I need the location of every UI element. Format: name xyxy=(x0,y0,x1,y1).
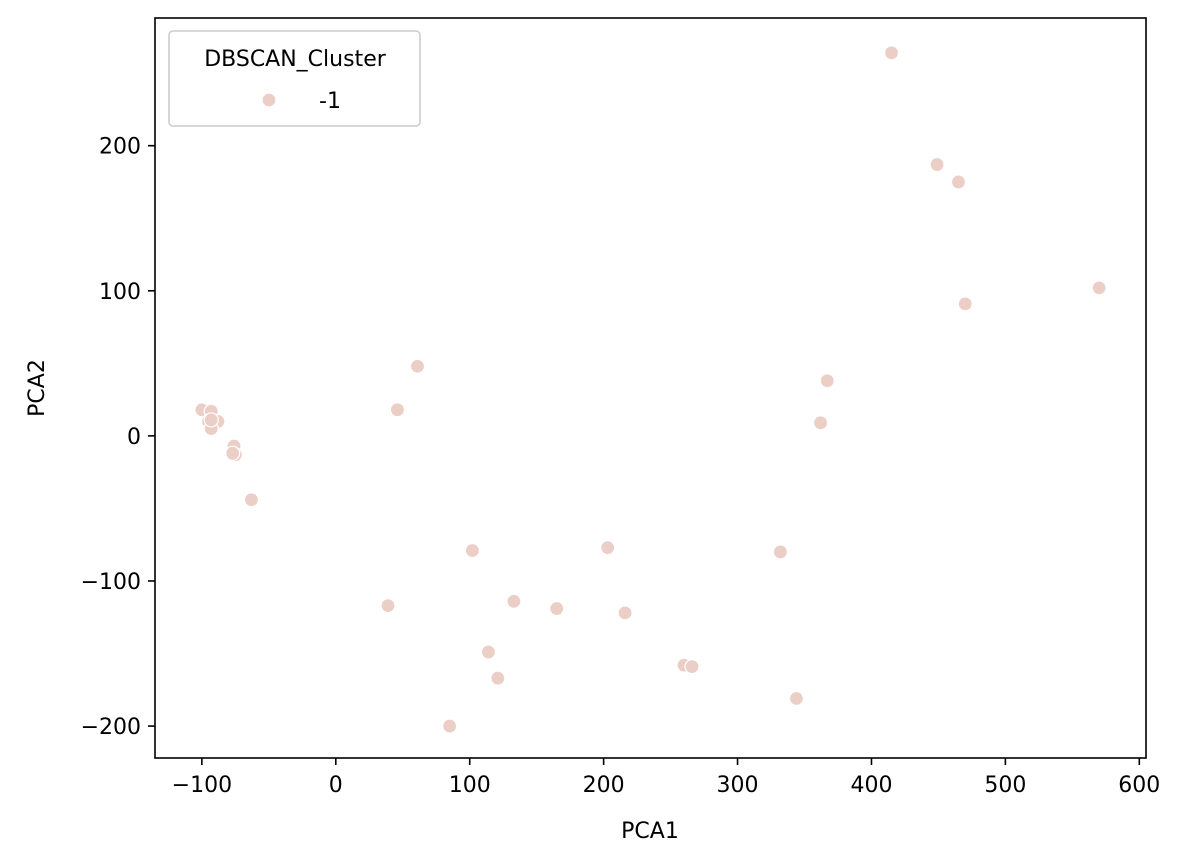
data-point xyxy=(480,644,497,660)
data-point xyxy=(950,174,967,190)
legend: DBSCAN_Cluster -1 xyxy=(168,30,421,127)
x-tick-label: 100 xyxy=(449,773,491,798)
data-point xyxy=(772,544,789,560)
x-tick-label: 200 xyxy=(583,773,625,798)
x-axis-label: PCA1 xyxy=(621,819,679,844)
x-tick-label: 300 xyxy=(717,773,759,798)
data-point xyxy=(1091,280,1107,296)
legend-box xyxy=(168,30,421,127)
data-point xyxy=(788,690,805,707)
data-point xyxy=(600,540,616,556)
data-point xyxy=(225,445,241,461)
data-point xyxy=(380,598,396,614)
data-point xyxy=(929,156,945,173)
y-axis-label: PCA2 xyxy=(25,359,50,417)
data-point xyxy=(506,593,522,609)
y-tick-label: 100 xyxy=(99,280,141,305)
data-point xyxy=(812,415,829,431)
data-point xyxy=(883,45,900,61)
data-points xyxy=(194,45,1107,734)
y-tick-label: −100 xyxy=(81,570,141,595)
data-point xyxy=(957,296,973,312)
legend-marker xyxy=(261,92,277,108)
y-tick-label: 0 xyxy=(127,425,141,450)
x-tick-label: 0 xyxy=(329,773,343,798)
data-point xyxy=(389,402,405,418)
x-axis-ticks: −100 0 100 200 300 400 500 600 xyxy=(172,758,1160,798)
y-axis-ticks: −200 −100 0 100 200 xyxy=(81,135,155,740)
data-point xyxy=(549,600,565,617)
data-point xyxy=(684,658,700,675)
data-point xyxy=(490,670,506,686)
plot-area-frame xyxy=(154,17,1147,759)
legend-label: -1 xyxy=(319,89,341,114)
x-tick-label: 600 xyxy=(1118,773,1160,798)
data-point xyxy=(464,542,480,559)
data-point xyxy=(243,492,260,508)
y-tick-label: 200 xyxy=(99,135,141,160)
data-point xyxy=(442,718,458,734)
data-point xyxy=(819,373,835,389)
data-point xyxy=(409,358,426,374)
data-point xyxy=(617,605,633,621)
x-tick-label: 400 xyxy=(850,773,892,798)
x-tick-label: −100 xyxy=(172,773,232,798)
legend-title: DBSCAN_Cluster xyxy=(204,47,387,72)
y-tick-label: −200 xyxy=(81,715,141,740)
x-tick-label: 500 xyxy=(984,773,1026,798)
data-point xyxy=(203,412,219,428)
